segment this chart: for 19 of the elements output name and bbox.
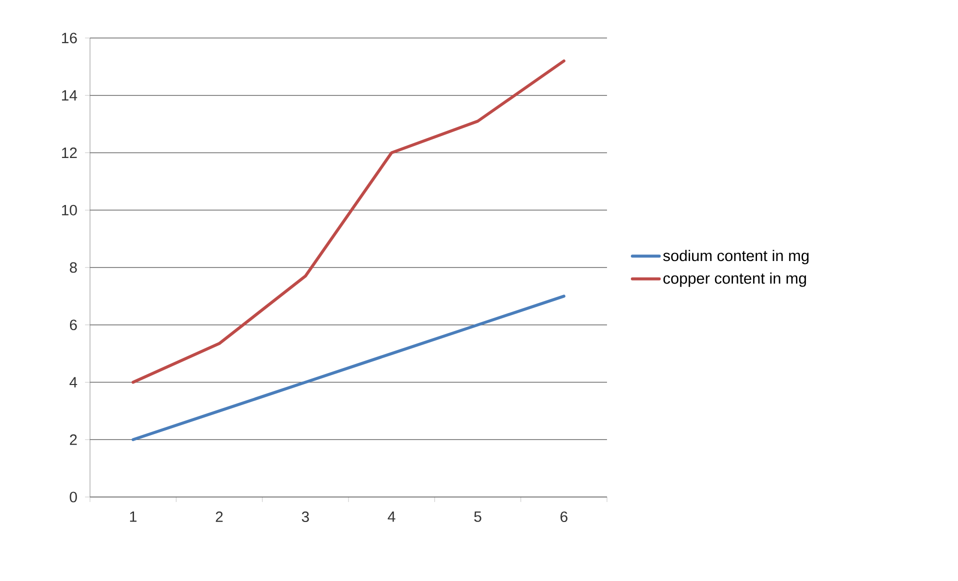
x-tick-label: 2 — [216, 511, 223, 522]
y-tick-label: 16 — [62, 32, 77, 44]
legend-label: copper content in mg — [663, 272, 806, 287]
line-series — [132, 294, 566, 442]
y-tick-label: 4 — [70, 377, 78, 388]
y-tick-label: 8 — [70, 262, 77, 273]
x-tick-label: 3 — [302, 511, 309, 522]
line-series — [132, 59, 566, 384]
y-tick-label: 14 — [62, 90, 78, 101]
x-tick-label: 5 — [474, 511, 482, 522]
y-tick-label: 10 — [62, 204, 77, 216]
x-tick-label: 6 — [560, 511, 568, 522]
y-tick-label: 6 — [70, 320, 77, 330]
y-tick-label: 2 — [70, 434, 77, 445]
y-tick-label: 12 — [62, 148, 77, 158]
x-tick-label: 4 — [388, 511, 396, 522]
x-tick-label: 1 — [130, 511, 137, 522]
legend-label: sodium content in mg — [663, 250, 809, 264]
y-tick-label: 0 — [70, 492, 77, 502]
